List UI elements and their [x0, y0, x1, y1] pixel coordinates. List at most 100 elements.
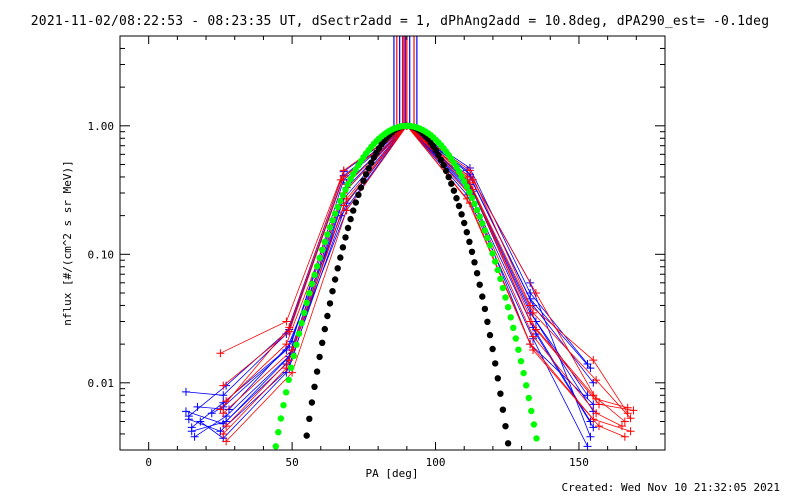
fit-point-green-1 [339, 192, 347, 199]
fit-point-green-1 [515, 346, 522, 353]
series-point-blue-0-1 [219, 391, 228, 400]
fit-point-black-0 [489, 345, 496, 353]
series-point-blue-0-7 [583, 360, 592, 369]
fit-point-black-0 [440, 161, 447, 169]
fit-point-green-1 [517, 358, 525, 365]
fit-point-black-0 [455, 202, 463, 210]
fit-point-green-1 [275, 429, 282, 436]
fit-point-black-0 [344, 224, 352, 232]
series-point-blue-9-0 [207, 409, 216, 418]
series-point-red-10-1 [282, 317, 291, 326]
series-point-red-12-0 [222, 397, 231, 406]
series-point-red-14-0 [222, 422, 231, 431]
series-point-red-13-6 [595, 400, 604, 409]
fit-point-black-0 [362, 171, 370, 178]
fit-point-green-1 [347, 175, 354, 183]
series-point-red-16-7 [620, 432, 629, 441]
fit-point-black-0 [435, 151, 442, 158]
fit-point-green-1 [455, 168, 463, 175]
fit-point-green-1 [520, 369, 527, 377]
fit-point-black-0 [326, 300, 334, 307]
fit-point-green-1 [311, 271, 318, 279]
fit-point-black-0 [324, 312, 331, 320]
fit-point-green-1 [471, 200, 478, 207]
y-tick-label-2: 1.00 [88, 120, 115, 133]
fit-point-black-0 [331, 276, 339, 283]
fit-point-black-0 [445, 173, 452, 181]
series-point-blue-5-0 [184, 415, 193, 424]
fit-point-black-0 [308, 399, 316, 406]
x-tick-label-0: 0 [145, 456, 152, 469]
series-point-blue-0-0 [181, 387, 190, 396]
x-tick-label-1: 50 [285, 456, 298, 469]
series-point-blue-1-7 [586, 364, 595, 373]
fit-point-green-1 [461, 178, 468, 185]
fit-point-green-1 [512, 335, 519, 342]
fit-point-black-0 [350, 207, 357, 214]
series-point-red-11-6 [592, 376, 601, 385]
plot-frame [119, 35, 666, 451]
series-point-red-14-5 [529, 332, 538, 341]
fit-point-green-1 [277, 415, 285, 422]
fit-point-black-0 [442, 167, 450, 175]
series-line-blue-0 [185, 125, 588, 396]
fit-point-green-1 [308, 280, 316, 288]
fit-point-green-1 [293, 341, 300, 348]
fit-point-green-1 [290, 352, 297, 360]
series-point-red-13-7 [629, 406, 638, 415]
fit-point-black-0 [337, 254, 344, 261]
fit-point-green-1 [530, 421, 538, 428]
fit-point-green-1 [476, 213, 483, 220]
fit-point-green-1 [463, 183, 470, 190]
fit-point-black-0 [311, 383, 318, 390]
series-point-red-10-4 [465, 166, 474, 175]
series-point-red-13-5 [531, 325, 540, 334]
fit-point-black-0 [319, 339, 326, 346]
fit-point-black-0 [463, 229, 470, 236]
fit-point-black-0 [370, 154, 378, 161]
fit-point-green-1 [313, 263, 321, 270]
fit-point-black-0 [450, 187, 458, 194]
series-point-red-17-2 [336, 175, 345, 184]
fit-point-green-1 [528, 407, 535, 415]
fit-point-black-0 [494, 375, 501, 382]
x-tick-label-3: 150 [569, 456, 589, 469]
series-line-blue-1 [188, 125, 591, 417]
fit-point-black-0 [499, 406, 507, 413]
series-line-blue-2 [191, 125, 594, 428]
fit-point-green-1 [510, 324, 517, 331]
series-point-red-12-5 [526, 317, 535, 326]
fit-point-green-1 [342, 186, 349, 193]
fit-point-black-0 [303, 432, 310, 439]
fit-point-black-0 [352, 199, 359, 206]
series-point-blue-8-0 [187, 427, 196, 436]
fit-point-black-0 [357, 184, 365, 191]
fit-point-green-1 [479, 220, 486, 227]
fit-point-black-0 [329, 288, 336, 295]
series-point-red-14-6 [592, 409, 601, 418]
series-line-red-17 [220, 125, 628, 410]
fit-point-green-1 [303, 299, 310, 306]
series-point-red-11-7 [626, 414, 635, 423]
series-point-red-16-2 [342, 206, 351, 215]
fit-point-black-0 [306, 415, 313, 422]
fit-point-green-1 [298, 319, 305, 327]
y-tick-label-1: 0.10 [88, 248, 115, 261]
fit-point-black-0 [365, 165, 372, 172]
series-point-blue-7-1 [225, 405, 233, 414]
fit-point-green-1 [466, 188, 473, 196]
series-line-blue-9 [211, 125, 594, 414]
fit-point-black-0 [347, 215, 354, 223]
chart-title: 2021-11-02/08:22:53 - 08:23:35 UT, dSect… [30, 14, 770, 29]
fit-point-green-1 [324, 231, 331, 238]
series-point-red-11-0 [219, 381, 228, 390]
fit-point-black-0 [453, 195, 460, 202]
x-axis-label: PA [deg] [366, 467, 419, 480]
series-line-red-14 [225, 125, 623, 427]
fit-point-green-1 [481, 227, 489, 234]
plot-content [181, 36, 638, 450]
fit-point-green-1 [316, 254, 323, 262]
fit-point-green-1 [334, 204, 341, 211]
series-point-red-10-6 [589, 356, 598, 365]
